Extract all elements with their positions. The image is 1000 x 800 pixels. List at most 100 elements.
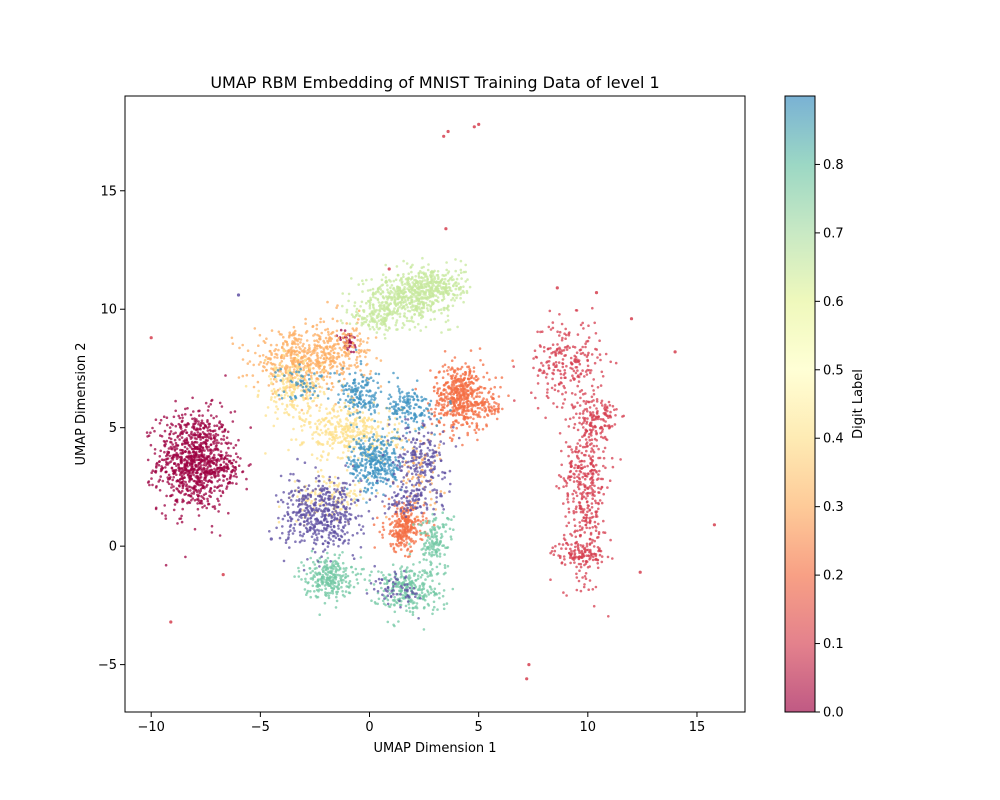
scatter-point — [459, 367, 462, 371]
scatter-point — [246, 349, 250, 353]
scatter-point — [357, 309, 361, 313]
scatter-point — [300, 334, 303, 338]
scatter-point — [299, 347, 302, 351]
scatter-point — [353, 483, 357, 487]
scatter-point — [395, 328, 398, 331]
scatter-point — [326, 412, 329, 416]
scatter-point — [339, 328, 343, 332]
scatter-point — [426, 281, 429, 285]
scatter-point — [419, 520, 423, 523]
scatter-point — [384, 300, 387, 304]
scatter-point — [218, 426, 221, 429]
scatter-point — [395, 265, 399, 268]
scatter-point — [347, 404, 351, 408]
scatter-point — [335, 365, 339, 368]
scatter-point — [197, 422, 200, 426]
scatter-point — [179, 470, 182, 473]
scatter-point — [420, 266, 424, 270]
scatter-point — [199, 438, 202, 441]
scatter-point — [210, 398, 214, 402]
scatter-point — [465, 397, 468, 401]
scatter-point — [368, 304, 372, 308]
scatter-point — [196, 482, 199, 486]
scatter-point — [189, 459, 193, 463]
scatter-point — [232, 458, 235, 462]
scatter-point — [439, 393, 443, 396]
scatter-point — [212, 440, 215, 444]
scatter-point — [165, 439, 169, 443]
scatter-point — [237, 376, 241, 379]
scatter-point — [556, 330, 559, 334]
scatter-point — [315, 377, 318, 381]
scatter-point — [193, 527, 197, 531]
scatter-point — [264, 452, 267, 455]
scatter-point — [459, 374, 463, 378]
scatter-point — [191, 417, 194, 421]
scatter-point — [547, 325, 551, 329]
scatter-point — [256, 393, 260, 397]
scatter-point — [411, 263, 414, 267]
scatter-point — [300, 408, 304, 412]
scatter-point — [374, 310, 377, 314]
scatter-point — [352, 345, 355, 349]
scatter-point — [593, 539, 596, 543]
scatter-point — [293, 329, 297, 333]
scatter-point — [542, 350, 546, 353]
scatter-point — [344, 417, 348, 421]
scatter-point — [454, 269, 458, 273]
scatter-point — [283, 349, 286, 353]
scatter-point — [390, 313, 394, 316]
scatter-point — [184, 428, 187, 432]
scatter-point — [192, 490, 196, 494]
scatter-point — [453, 299, 457, 302]
scatter-point — [299, 341, 302, 344]
scatter-point — [567, 454, 570, 458]
scatter-point — [345, 445, 348, 448]
scatter-point — [557, 389, 560, 393]
scatter-point — [333, 347, 337, 350]
scatter-point — [225, 454, 228, 457]
scatter-point — [191, 470, 195, 473]
scatter-point — [481, 400, 484, 404]
scatter-point — [601, 375, 605, 378]
scatter-point — [274, 400, 278, 404]
scatter-point — [410, 288, 414, 292]
scatter-point — [184, 480, 187, 484]
scatter-point — [581, 369, 584, 372]
scatter-point — [557, 474, 561, 477]
scatter-point — [581, 576, 584, 579]
scatter-point — [315, 327, 319, 331]
scatter-point — [331, 354, 335, 358]
scatter-point — [153, 429, 156, 433]
scatter-point — [189, 494, 192, 498]
scatter-point — [401, 523, 405, 526]
scatter-point — [193, 440, 197, 444]
scatter-point — [289, 333, 292, 337]
scatter-point — [331, 447, 334, 450]
scatter-point — [596, 356, 599, 359]
scatter-point — [328, 336, 332, 339]
scatter-point — [195, 428, 199, 431]
scatter-point — [582, 495, 586, 499]
scatter-point — [553, 384, 557, 387]
scatter-point — [292, 415, 295, 419]
scatter-point — [602, 450, 605, 453]
scatter-point — [201, 431, 205, 434]
scatter-point — [193, 456, 196, 460]
scatter-point — [341, 432, 345, 436]
scatter-point — [469, 349, 473, 352]
scatter-point — [577, 501, 581, 504]
scatter-point — [302, 355, 305, 359]
scatter-point — [552, 402, 555, 405]
scatter-point — [554, 361, 558, 364]
scatter-point — [170, 441, 173, 444]
scatter-point — [145, 431, 149, 434]
scatter-point — [341, 435, 345, 438]
scatter-point — [403, 554, 407, 558]
scatter-point — [281, 345, 284, 349]
scatter-point — [604, 411, 607, 415]
scatter-point — [449, 276, 453, 280]
scatter-point — [462, 285, 465, 289]
scatter-point — [544, 376, 548, 379]
scatter-point — [603, 424, 607, 428]
